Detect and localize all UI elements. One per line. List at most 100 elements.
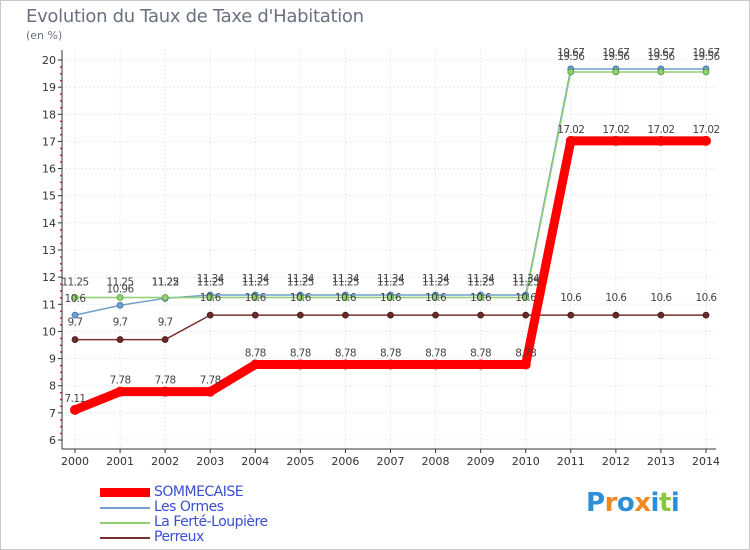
data-label-sommecaise: 8.78 — [470, 348, 491, 360]
y-minor-tick — [60, 392, 62, 394]
legend-swatch-perreux — [100, 536, 150, 539]
data-point-la-ferte-loupiere — [161, 294, 169, 301]
data-point-sommecaise — [520, 359, 531, 370]
y-minor-tick — [60, 337, 62, 340]
y-minor-tick — [60, 297, 62, 299]
chart-title: Evolution du Taux de Taxe d'Habitation — [26, 6, 364, 27]
data-point-la-ferte-loupiere — [432, 294, 439, 301]
data-label-la-ferte-loupiere: 11.25 — [377, 277, 404, 289]
y-tick-label: 17 — [42, 135, 56, 148]
data-label-sommecaise: 17.02 — [602, 124, 629, 136]
data-point-la-ferte-loupiere — [612, 68, 620, 76]
y-tick-label: 11 — [42, 298, 56, 311]
data-point-perreux — [567, 311, 575, 319]
data-point-perreux — [522, 311, 530, 319]
data-point-la-ferte-loupiere — [71, 294, 79, 301]
data-point-la-ferte-loupiere — [116, 294, 124, 301]
y-minor-tick — [60, 398, 62, 401]
data-label-les-ormes: 11.34 — [332, 273, 360, 285]
data-point-sommecaise — [70, 404, 80, 415]
y-tick-label: 14 — [42, 217, 56, 230]
y-minor-tick — [60, 79, 62, 82]
data-label-perreux: 9.7 — [158, 317, 173, 329]
data-label-perreux: 10.6 — [290, 292, 312, 304]
y-minor-tick — [60, 351, 62, 353]
y-tick-label: 16 — [42, 163, 56, 176]
data-label-la-ferte-loupiere: 19.56 — [557, 51, 585, 63]
data-label-sommecaise: 7.11 — [65, 393, 86, 405]
data-label-la-ferte-loupiere: 11.25 — [467, 277, 494, 289]
data-point-la-ferte-loupiere — [296, 294, 304, 301]
y-minor-tick — [60, 378, 62, 380]
x-tick-label: 2013 — [647, 455, 675, 468]
y-axis-unit-label: (en %) — [26, 29, 63, 42]
x-tick-label: 2006 — [331, 455, 359, 468]
y-minor-tick — [60, 310, 62, 313]
data-label-perreux: 10.6 — [245, 292, 267, 304]
data-label-sommecaise: 8.78 — [335, 348, 356, 360]
x-tick-label: 2005 — [286, 455, 314, 468]
y-minor-tick — [60, 344, 62, 346]
x-tick-label: 2012 — [602, 455, 630, 468]
logo-letter: t — [658, 488, 671, 518]
data-label-les-ormes: 19.67 — [647, 47, 674, 59]
data-label-sommecaise: 8.78 — [380, 348, 401, 360]
logo-letter: P — [586, 488, 605, 518]
y-tick-label: 7 — [49, 407, 56, 420]
y-tick-label: 9 — [49, 353, 56, 366]
data-point-sommecaise — [385, 359, 396, 370]
data-label-la-ferte-loupiere: 19.56 — [602, 51, 630, 63]
data-point-sommecaise — [610, 135, 621, 146]
data-label-perreux: 10.6 — [425, 292, 447, 304]
data-point-sommecaise — [430, 359, 441, 370]
legend-swatch-sommecaise — [100, 488, 150, 497]
data-label-les-ormes: 11.22 — [152, 276, 179, 288]
legend-swatch-la-ferte-loupiere — [100, 521, 150, 524]
data-label-sommecaise: 7.78 — [200, 375, 221, 387]
x-tick-label: 2002 — [151, 455, 179, 468]
data-label-les-ormes: 11.34 — [377, 273, 405, 285]
data-point-la-ferte-loupiere — [206, 294, 214, 301]
x-tick-label: 2004 — [241, 455, 269, 468]
legend-item-sommecaise: SOMMECAISE — [100, 485, 268, 500]
y-minor-tick — [60, 419, 62, 421]
data-label-sommecaise: 7.78 — [155, 375, 176, 387]
data-point-perreux — [702, 311, 710, 319]
data-label-perreux: 10.6 — [470, 292, 492, 304]
y-minor-tick — [60, 317, 62, 319]
x-tick-label: 2003 — [196, 455, 224, 468]
data-label-les-ormes: 11.34 — [512, 273, 540, 285]
data-label-la-ferte-loupiere: 11.25 — [61, 277, 88, 289]
data-point-sommecaise — [701, 135, 711, 146]
data-point-la-ferte-loupiere — [387, 294, 394, 301]
data-label-perreux: 10.6 — [560, 292, 582, 304]
data-point-la-ferte-loupiere — [567, 68, 575, 76]
data-label-les-ormes: 11.34 — [242, 273, 270, 285]
data-label-la-ferte-loupiere: 11.25 — [107, 277, 134, 289]
data-point-perreux — [387, 311, 394, 319]
y-minor-tick — [60, 324, 62, 326]
data-point-les-ormes — [71, 311, 79, 319]
y-minor-tick — [60, 290, 62, 292]
y-minor-tick — [60, 432, 62, 435]
x-tick-label: 2014 — [692, 455, 720, 468]
logo-letter: r — [604, 488, 618, 518]
legend-label-sommecaise: SOMMECAISE — [154, 484, 244, 500]
data-point-la-ferte-loupiere — [657, 68, 665, 76]
logo-letter: i — [650, 488, 660, 518]
y-minor-tick — [60, 107, 62, 109]
data-label-sommecaise: 17.02 — [692, 124, 719, 136]
data-point-perreux — [477, 311, 485, 319]
x-tick-label: 2000 — [61, 455, 89, 468]
y-minor-tick — [60, 154, 62, 156]
y-minor-tick — [60, 174, 62, 177]
legend-item-perreux: Perreux — [100, 530, 268, 545]
data-point-sommecaise — [205, 386, 216, 397]
proxiti-logo: Proxiti — [586, 488, 680, 518]
y-minor-tick — [60, 161, 62, 163]
data-point-perreux — [251, 311, 259, 319]
data-label-les-ormes: 11.34 — [287, 273, 315, 285]
y-minor-tick — [60, 208, 62, 211]
data-point-sommecaise — [565, 135, 576, 146]
